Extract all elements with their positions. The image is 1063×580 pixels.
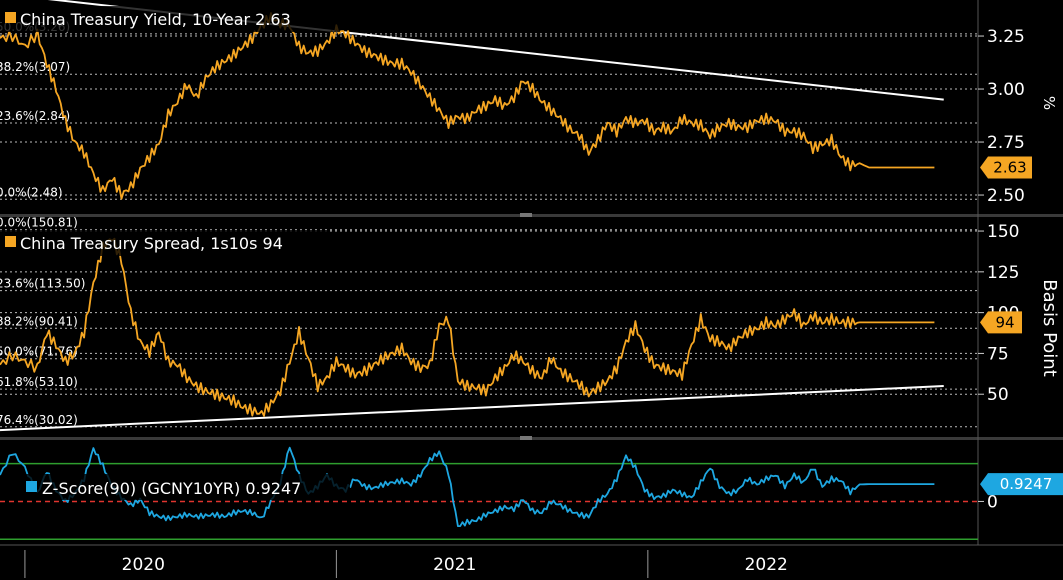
fib-label-0: 0.0%(150.81): [0, 216, 78, 230]
panel-divider-handle-1[interactable]: [520, 213, 532, 217]
spread-last-value: 94: [995, 313, 1014, 331]
fib-label-1: 38.2%(3.07): [0, 60, 70, 74]
zscore-bands: [0, 462, 978, 540]
x-year-label-1: 2021: [433, 555, 476, 575]
zscore-series: [0, 446, 935, 527]
spread-legend: China Treasury Spread, 1s10s 94: [0, 230, 330, 256]
yield-axis-label: %: [1040, 96, 1058, 110]
yield-tick-labels: 2.50 2.75 3.00 3.25: [978, 27, 1025, 206]
fib-label-4: 61.8%(53.10): [0, 375, 78, 389]
series-line-0: [0, 446, 935, 527]
fib-label-2: 23.6%(2.84): [0, 109, 70, 123]
y-tick-label-4: 150: [987, 222, 1019, 242]
series-line-0: [0, 12, 935, 200]
fib-label-1: 23.6%(113.50): [0, 277, 85, 291]
x-axis-ticks: [24, 550, 649, 578]
y-tick-label-2: 3.00: [987, 80, 1025, 100]
x-year-label-0: 2020: [122, 555, 165, 575]
yield-legend: China Treasury Yield, 10-Year 2.63: [0, 6, 340, 32]
zscore-last-value-badge: 0.9247: [980, 473, 1063, 496]
spread-trendline: [0, 385, 944, 432]
trendline-segment: [0, 385, 944, 432]
zscore-legend: Z-Score(90) (GCNY10YR) 0.9247: [15, 474, 350, 500]
spread-legend-text: China Treasury Spread, 1s10s 94: [20, 234, 283, 253]
zscore-legend-swatch: [26, 481, 37, 492]
y-tick-label-0: 2.50: [987, 186, 1025, 206]
y-tick-label-1: 2.75: [987, 133, 1025, 153]
yield-last-value: 2.63: [993, 158, 1026, 176]
y-tick-label-3: 125: [987, 263, 1019, 283]
yield-legend-swatch: [5, 12, 16, 23]
fib-label-2: 38.2%(90.41): [0, 314, 78, 328]
yield-series: [0, 12, 935, 200]
y-tick-label-0: 0: [987, 492, 998, 512]
spread-last-value-badge: 94: [980, 311, 1022, 334]
panel-divider-handle-2[interactable]: [520, 436, 532, 440]
zscore-last-value: 0.9247: [1000, 475, 1053, 493]
zscore-tick-labels: 0: [978, 492, 998, 512]
zscore-legend-text: Z-Score(90) (GCNY10YR) 0.9247: [42, 479, 301, 498]
x-axis-labels: 2020 2021 2022: [122, 555, 788, 575]
series-line-0: [0, 237, 935, 417]
spread-fib-levels: 0.0%(150.81)23.6%(113.50)38.2%(90.41)50.…: [0, 216, 978, 428]
y-tick-label-3: 3.25: [987, 27, 1025, 47]
y-tick-label-0: 50: [987, 385, 1009, 405]
fib-label-3: 0.0%(2.48): [0, 185, 63, 199]
spread-series: [0, 237, 935, 417]
yield-last-value-badge: 2.63: [980, 156, 1032, 179]
spread-axis-label: Basis Point: [1039, 279, 1060, 377]
right-axis-column: [978, 0, 1063, 545]
yield-legend-text: China Treasury Yield, 10-Year 2.63: [20, 10, 291, 29]
fib-label-5: 76.4%(30.02): [0, 413, 78, 427]
x-year-label-2: 2022: [745, 555, 788, 575]
spread-legend-swatch: [5, 236, 16, 247]
y-tick-label-1: 75: [987, 344, 1009, 364]
